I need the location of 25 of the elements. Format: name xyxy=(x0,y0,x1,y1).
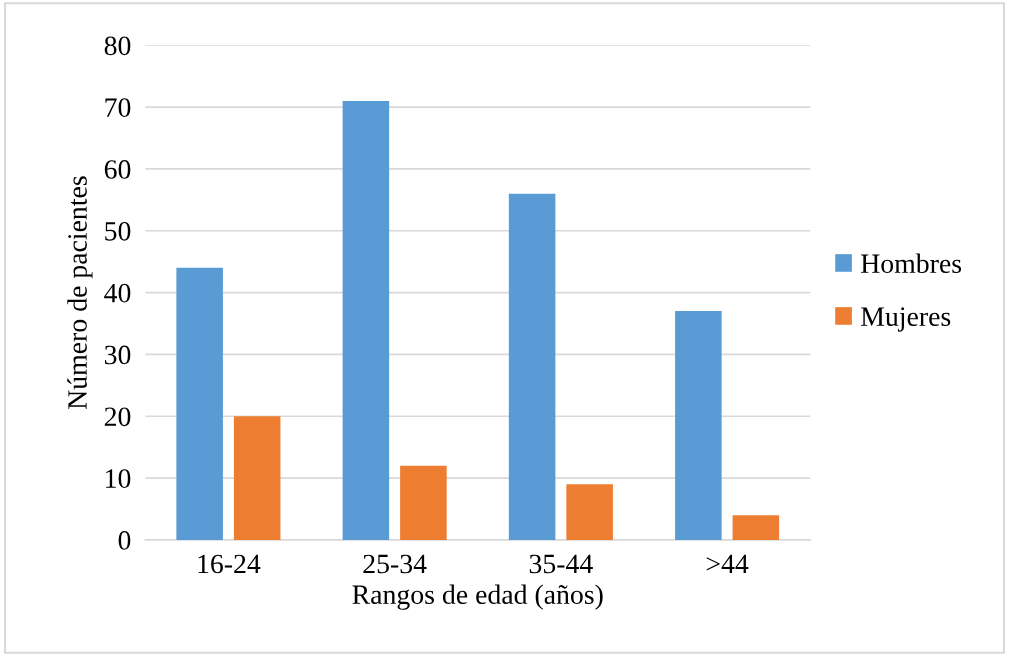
y-axis-title: Número de pacientes xyxy=(67,176,93,410)
legend-label: Mujeres xyxy=(861,307,951,332)
bar xyxy=(342,100,390,540)
x-tick-label: 35-44 xyxy=(529,554,593,574)
bar xyxy=(508,193,556,540)
x-tick-label: 16-24 xyxy=(198,554,261,574)
y-tick-label: 60 xyxy=(104,160,131,179)
y-tick-label: 30 xyxy=(104,345,131,365)
x-tick-label: 25-34 xyxy=(363,554,427,574)
y-tick-label: 80 xyxy=(104,36,131,56)
bar xyxy=(675,311,722,540)
bar xyxy=(732,515,780,540)
bar xyxy=(176,267,223,540)
legend-label: Hombres xyxy=(861,253,962,274)
bar xyxy=(400,465,447,540)
y-tick-label: 20 xyxy=(104,407,131,427)
y-tick-label: 70 xyxy=(105,98,131,117)
y-tick-label: 0 xyxy=(118,531,131,550)
bar xyxy=(566,484,613,540)
y-tick-label: 50 xyxy=(105,221,131,241)
x-tick-label: >44 xyxy=(706,554,749,574)
y-tick-label: 10 xyxy=(106,469,131,488)
x-axis-title: Rangos de edad (años) xyxy=(352,584,603,610)
bar xyxy=(233,416,281,540)
y-tick-label: 40 xyxy=(104,283,131,303)
